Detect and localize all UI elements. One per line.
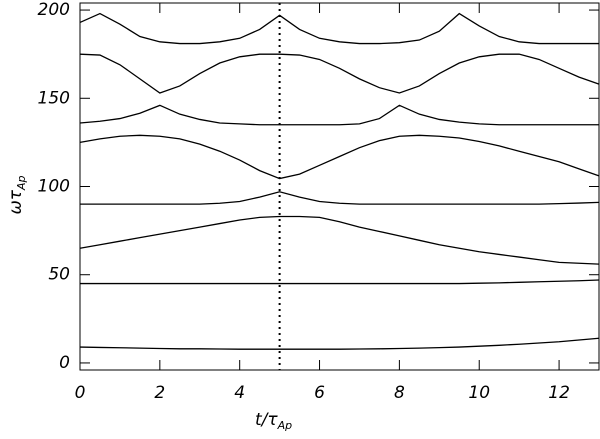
x-tick-label: 6 [314, 383, 325, 403]
x-axis-label: t/τAp [255, 410, 292, 432]
y-tick-label: 100 [38, 177, 70, 197]
plot-frame [79, 2, 600, 371]
line [79, 134, 600, 180]
y-tick-label: 50 [48, 265, 70, 285]
line [79, 12, 599, 45]
line [79, 53, 600, 94]
y-axis-label: ωτAp [6, 175, 28, 214]
line [80, 279, 600, 285]
line [79, 104, 599, 126]
x-tick-label: 2 [154, 383, 165, 403]
x-tick-label: 8 [394, 383, 405, 403]
line [80, 191, 600, 205]
x-tick-label: 10 [468, 383, 490, 403]
y-tick-label: 0 [59, 353, 70, 373]
x-tick-label: 4 [234, 383, 245, 403]
y-tick-label: 200 [38, 0, 70, 20]
x-tick-label: 12 [548, 383, 570, 403]
x-tick-label: 0 [75, 383, 86, 403]
line [79, 215, 600, 265]
y-tick-label: 150 [38, 88, 70, 108]
line [79, 337, 600, 350]
